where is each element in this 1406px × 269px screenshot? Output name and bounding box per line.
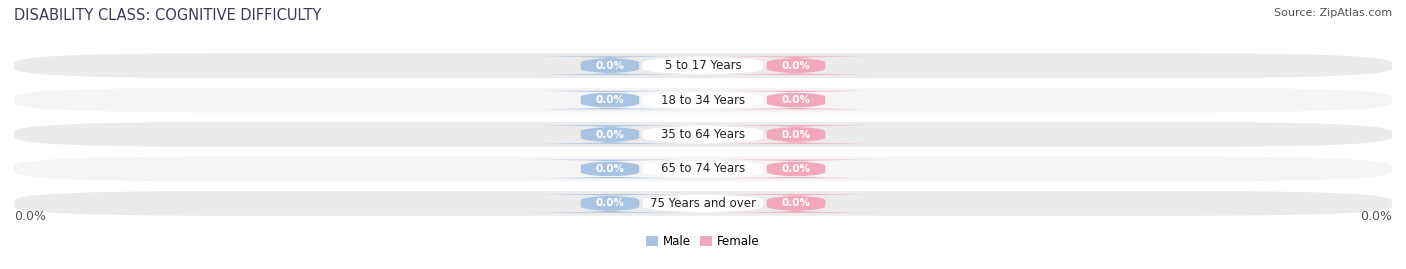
FancyBboxPatch shape [702, 160, 891, 178]
FancyBboxPatch shape [702, 91, 891, 109]
Text: Source: ZipAtlas.com: Source: ZipAtlas.com [1274, 8, 1392, 18]
Text: 5 to 17 Years: 5 to 17 Years [665, 59, 741, 72]
Legend: Male, Female: Male, Female [641, 230, 765, 253]
FancyBboxPatch shape [14, 122, 1392, 147]
Text: 75 Years and over: 75 Years and over [650, 197, 756, 210]
Text: 0.0%: 0.0% [782, 61, 810, 71]
FancyBboxPatch shape [14, 191, 1392, 216]
FancyBboxPatch shape [515, 56, 704, 75]
FancyBboxPatch shape [702, 194, 891, 213]
FancyBboxPatch shape [14, 157, 1392, 181]
Text: 35 to 64 Years: 35 to 64 Years [661, 128, 745, 141]
FancyBboxPatch shape [14, 88, 1392, 112]
Text: 0.0%: 0.0% [782, 164, 810, 174]
FancyBboxPatch shape [515, 160, 704, 178]
FancyBboxPatch shape [702, 56, 891, 75]
Text: 0.0%: 0.0% [596, 198, 624, 208]
FancyBboxPatch shape [702, 125, 891, 144]
Text: 0.0%: 0.0% [1360, 210, 1392, 223]
Text: 0.0%: 0.0% [596, 164, 624, 174]
FancyBboxPatch shape [640, 194, 766, 213]
FancyBboxPatch shape [640, 91, 766, 109]
FancyBboxPatch shape [515, 91, 704, 109]
FancyBboxPatch shape [515, 194, 704, 213]
Text: 0.0%: 0.0% [782, 198, 810, 208]
FancyBboxPatch shape [14, 53, 1392, 78]
FancyBboxPatch shape [515, 125, 704, 144]
FancyBboxPatch shape [640, 160, 766, 178]
Text: 0.0%: 0.0% [782, 129, 810, 140]
Text: 0.0%: 0.0% [14, 210, 46, 223]
Text: 18 to 34 Years: 18 to 34 Years [661, 94, 745, 107]
FancyBboxPatch shape [640, 125, 766, 144]
Text: 0.0%: 0.0% [782, 95, 810, 105]
Text: 0.0%: 0.0% [596, 129, 624, 140]
Text: 65 to 74 Years: 65 to 74 Years [661, 162, 745, 175]
Text: 0.0%: 0.0% [596, 95, 624, 105]
FancyBboxPatch shape [640, 56, 766, 75]
Text: DISABILITY CLASS: COGNITIVE DIFFICULTY: DISABILITY CLASS: COGNITIVE DIFFICULTY [14, 8, 322, 23]
Text: 0.0%: 0.0% [596, 61, 624, 71]
